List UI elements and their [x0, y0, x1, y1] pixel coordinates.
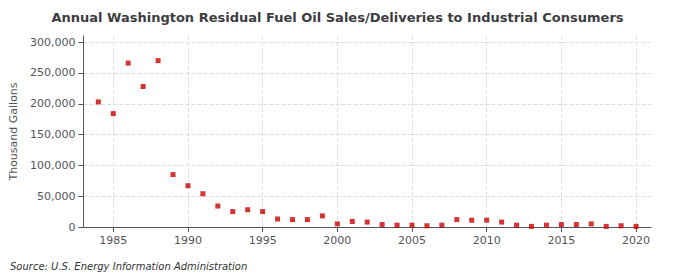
svg-text:1985: 1985: [99, 234, 127, 247]
svg-text:1995: 1995: [249, 234, 277, 247]
svg-text:200,000: 200,000: [30, 97, 76, 110]
svg-text:1990: 1990: [174, 234, 202, 247]
svg-text:150,000: 150,000: [30, 128, 76, 141]
svg-text:2000: 2000: [323, 234, 351, 247]
svg-text:Annual Washington Residual Fue: Annual Washington Residual Fuel Oil Sale…: [51, 10, 623, 25]
svg-text:0: 0: [68, 221, 75, 234]
svg-text:2005: 2005: [398, 234, 426, 247]
svg-text:Source: U.S. Energy Informatio: Source: U.S. Energy Information Administ…: [10, 261, 247, 272]
svg-text:2010: 2010: [473, 234, 501, 247]
svg-text:50,000: 50,000: [37, 190, 76, 203]
svg-text:2020: 2020: [622, 234, 650, 247]
svg-text:250,000: 250,000: [30, 66, 76, 79]
svg-text:2015: 2015: [547, 234, 575, 247]
svg-text:Thousand Gallons: Thousand Gallons: [7, 82, 20, 181]
svg-text:300,000: 300,000: [30, 36, 76, 49]
svg-text:100,000: 100,000: [30, 159, 76, 172]
